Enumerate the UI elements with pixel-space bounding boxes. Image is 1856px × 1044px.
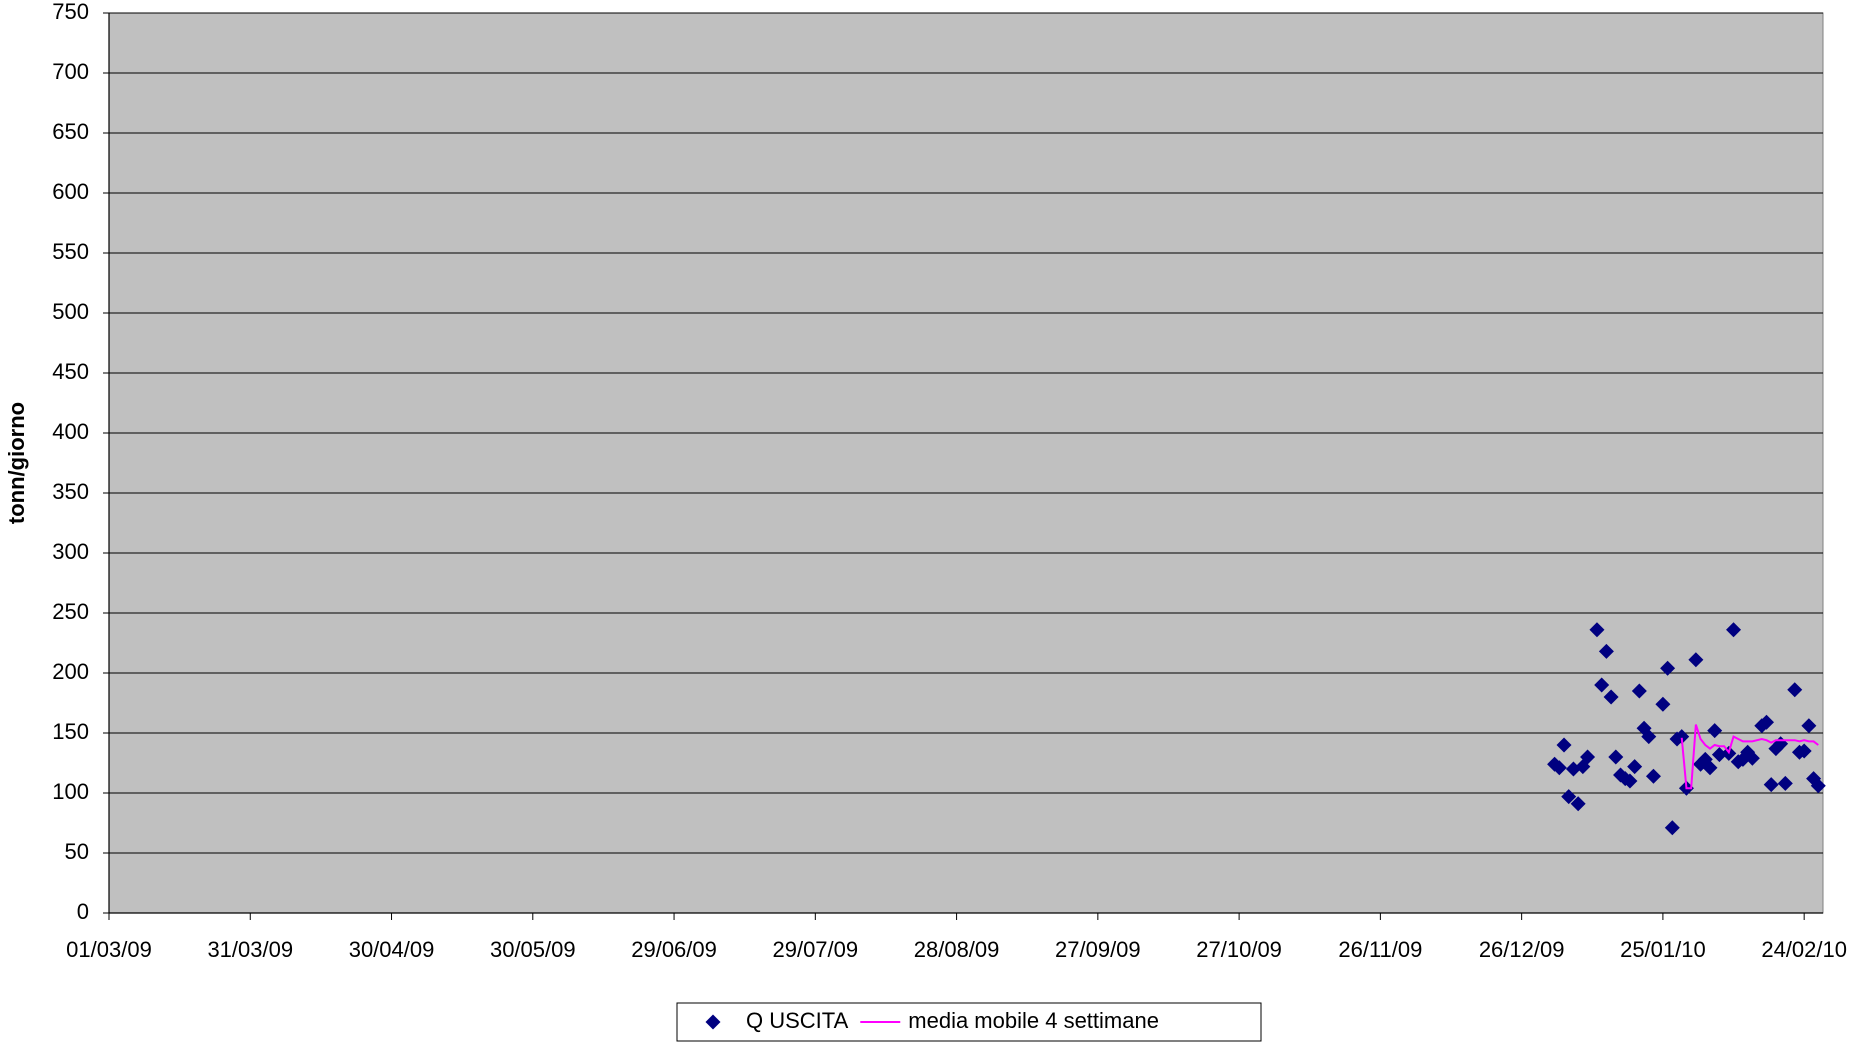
data-point [1787, 682, 1803, 698]
data-point [1645, 768, 1661, 784]
x-tick-label: 01/03/09 [66, 937, 152, 962]
y-tick-label: 300 [52, 539, 89, 564]
data-point [1702, 760, 1718, 776]
y-tick-label: 700 [52, 59, 89, 84]
y-tick-label: 600 [52, 179, 89, 204]
data-point [1655, 696, 1671, 712]
data-point [1660, 660, 1676, 676]
data-point [1711, 747, 1727, 763]
x-tick-label: 26/11/09 [1338, 937, 1422, 962]
y-tick-label: 750 [52, 0, 89, 24]
y-tick-label: 550 [52, 239, 89, 264]
data-point [1801, 718, 1817, 734]
data-point [1688, 652, 1704, 668]
x-tick-label: 28/08/09 [914, 937, 1000, 962]
data-point [1726, 622, 1742, 638]
x-tick-label: 30/04/09 [349, 937, 435, 962]
y-tick-label: 50 [65, 839, 89, 864]
data-point [1707, 723, 1723, 739]
legend-box [676, 1002, 1262, 1042]
x-tick-label: 24/02/10 [1761, 937, 1847, 962]
x-tick-label: 29/07/09 [772, 937, 858, 962]
data-point [1580, 749, 1596, 765]
y-tick-label: 450 [52, 359, 89, 384]
legend: Q USCITA media mobile 4 settimane [676, 1002, 1262, 1042]
data-point [1622, 773, 1638, 789]
data-point [1763, 777, 1779, 793]
legend-label: media mobile 4 settimane [908, 1008, 1159, 1033]
data-line [1680, 724, 1819, 790]
y-tick-label: 350 [52, 479, 89, 504]
x-tick-label: 26/12/09 [1479, 937, 1565, 962]
data-point [1589, 622, 1605, 638]
data-point [1777, 775, 1793, 791]
data-point [1627, 759, 1643, 775]
data-point [1810, 778, 1826, 794]
x-tick-label: 27/09/09 [1055, 937, 1141, 962]
data-point [1598, 643, 1614, 659]
y-axis-label: tonn/giorno [4, 402, 29, 524]
y-tick-label: 500 [52, 299, 89, 324]
data-point [1551, 760, 1567, 776]
y-tick-label: 200 [52, 659, 89, 684]
data-point [1603, 689, 1619, 705]
data-point [1796, 743, 1812, 759]
legend-marker [705, 1014, 721, 1030]
x-tick-label: 25/01/10 [1620, 937, 1706, 962]
x-tick-label: 29/06/09 [631, 937, 717, 962]
data-point [1664, 820, 1680, 836]
legend-label: Q USCITA [746, 1008, 849, 1033]
y-tick-label: 250 [52, 599, 89, 624]
data-point [1561, 789, 1577, 805]
y-tick-label: 0 [77, 899, 89, 924]
y-tick-label: 100 [52, 779, 89, 804]
data-point [1674, 729, 1690, 745]
x-tick-label: 30/05/09 [490, 937, 576, 962]
data-point [1594, 677, 1610, 693]
data-point [1631, 683, 1647, 699]
y-tick-label: 650 [52, 119, 89, 144]
data-point [1744, 750, 1760, 766]
data-point [1608, 749, 1624, 765]
x-tick-label: 31/03/09 [207, 937, 293, 962]
y-tick-label: 400 [52, 419, 89, 444]
y-tick-label: 150 [52, 719, 89, 744]
x-tick-label: 27/10/09 [1196, 937, 1282, 962]
data-point [1556, 737, 1572, 753]
data-point [1641, 729, 1657, 745]
plot-area [108, 12, 1824, 914]
data-point [1758, 714, 1774, 730]
data-point [1570, 796, 1586, 812]
